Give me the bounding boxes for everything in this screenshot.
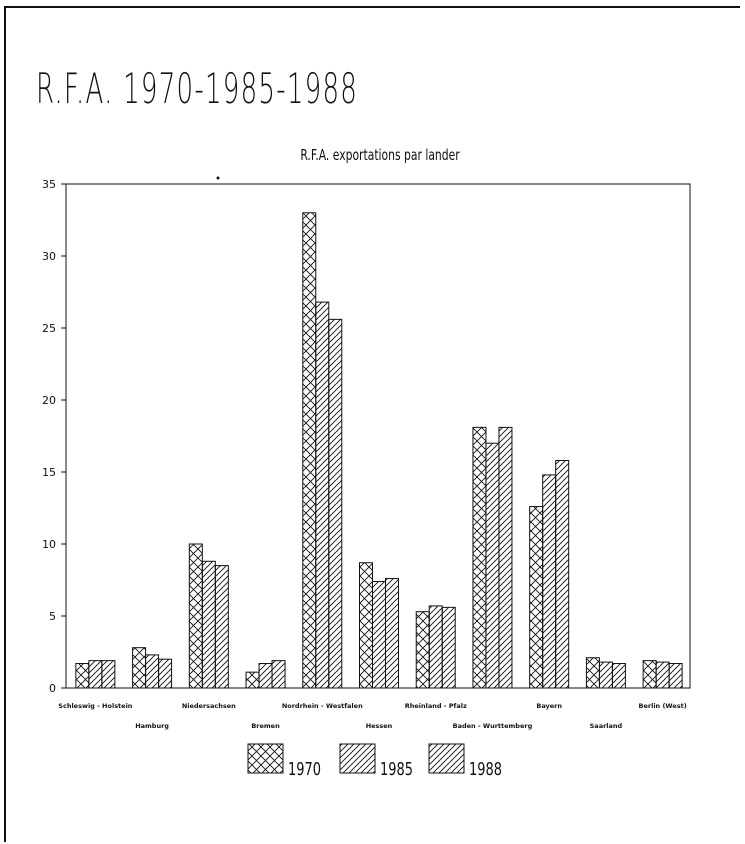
y-tick-label: 5 [49, 610, 56, 623]
bar [598, 661, 613, 689]
bar [75, 663, 90, 689]
bar [668, 663, 683, 689]
x-category-label: Bayern [536, 702, 562, 710]
x-category-label: Berlin (West) [639, 702, 687, 710]
bar [415, 611, 430, 689]
bar [441, 606, 456, 689]
bar [271, 660, 286, 689]
bar [585, 657, 600, 689]
bar [188, 543, 203, 689]
bar [145, 654, 160, 689]
bar [158, 658, 173, 689]
category-labels: Schleswig - Holstein Hamburg Niedersachsen… [58, 702, 686, 730]
x-category-label: Rheinland - Pfalz [405, 702, 467, 710]
legend-swatch [428, 743, 465, 774]
x-category-label: Baden - Wurttemberg [453, 722, 533, 730]
bar [655, 661, 670, 689]
bar [88, 660, 103, 689]
bar [302, 212, 317, 689]
legend-label: 1988 [469, 758, 502, 780]
bar [214, 565, 229, 689]
chart-axes: 0 5 10 15 20 25 30 35 [42, 178, 691, 695]
y-tick-label: 35 [42, 178, 56, 191]
page-frame [4, 6, 740, 842]
x-category-label: Hamburg [135, 722, 169, 730]
bar [315, 301, 330, 689]
bar [372, 580, 386, 689]
y-tick-label: 0 [49, 682, 56, 695]
bar [472, 426, 487, 689]
x-category-label: Niedersachsen [182, 702, 236, 710]
bar [428, 605, 443, 689]
x-category-label: Bremen [251, 722, 280, 730]
legend-label: 1970 [288, 758, 321, 780]
bar [201, 560, 216, 689]
chart-bars [75, 212, 683, 689]
legend-label: 1985 [380, 758, 413, 780]
bar [555, 459, 570, 689]
bar [258, 663, 273, 689]
y-tick-label: 25 [42, 322, 56, 335]
x-category-label: Schleswig - Holstein [58, 702, 133, 710]
x-category-label: Hessen [366, 722, 393, 730]
bar [245, 671, 260, 689]
stray-dot [216, 176, 220, 180]
y-tick-label: 20 [42, 394, 56, 407]
bar [132, 647, 147, 689]
legend-swatch [339, 743, 376, 774]
y-tick-label: 30 [42, 250, 56, 263]
bar [498, 426, 513, 689]
x-category-label: Saarland [590, 722, 623, 730]
bar [611, 663, 626, 689]
bar [529, 506, 544, 689]
bar [485, 442, 500, 689]
bar [385, 578, 399, 689]
page-title: R.F.A. 1970-1985-1988 [36, 64, 359, 113]
bar [328, 318, 343, 689]
chart-legend: 1970 1985 1988 [247, 743, 502, 780]
y-tick-label: 10 [42, 538, 56, 551]
y-tick-label: 15 [42, 466, 56, 479]
chart-title: R.F.A. exportations par lander [300, 147, 460, 164]
bar [101, 660, 116, 689]
bar [359, 562, 373, 689]
legend-swatch [247, 743, 284, 774]
x-category-label: Nordrhein - Westfalen [282, 702, 363, 710]
bar [542, 474, 557, 689]
bar [642, 660, 657, 689]
